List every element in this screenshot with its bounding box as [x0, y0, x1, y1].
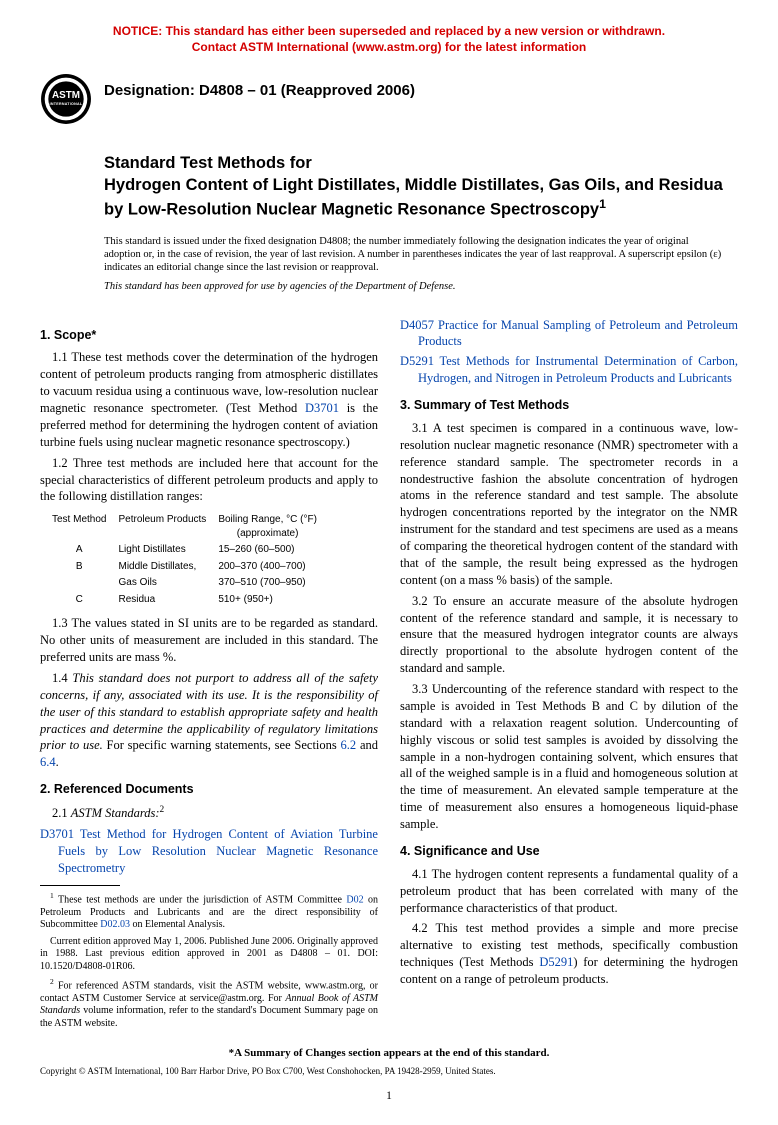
para-1-2: 1.2 Three test methods are included here…: [40, 455, 378, 506]
th-products: Petroleum Products: [118, 513, 216, 541]
link-d3701-inline[interactable]: D3701: [305, 401, 339, 415]
ref-d3701[interactable]: D3701 Test Method for Hydrogen Content o…: [40, 826, 378, 877]
title-pre: Standard Test Methods for: [104, 154, 312, 172]
designation: Designation: D4808 – 01 (Reapproved 2006…: [104, 81, 415, 101]
title-main: Hydrogen Content of Light Distillates, M…: [104, 176, 723, 219]
notice-line2: Contact ASTM International (www.astm.org…: [192, 40, 586, 54]
document-title: Standard Test Methods for Hydrogen Conte…: [104, 153, 738, 221]
astm-logo: ASTM INTERNATIONAL: [40, 73, 92, 125]
footnote-2: 2 For referenced ASTM standards, visit t…: [40, 977, 378, 1030]
table-row: C Residua 510+ (950+): [52, 593, 327, 608]
para-3-2: 3.2 To ensure an accurate measure of the…: [400, 593, 738, 677]
notice-banner: NOTICE: This standard has either been su…: [40, 24, 738, 55]
para-3-3: 3.3 Undercounting of the reference stand…: [400, 681, 738, 833]
para-1-4: 1.4 This standard does not purport to ad…: [40, 670, 378, 771]
section-4-head: 4. Significance and Use: [400, 843, 738, 860]
para-2-1: 2.1 ASTM Standards:2: [40, 804, 378, 822]
page-number: 1: [40, 1089, 738, 1105]
section-2-head: 2. Referenced Documents: [40, 781, 378, 798]
link-6-4[interactable]: 6.4: [40, 755, 56, 769]
title-footnote-mark: 1: [599, 197, 606, 211]
summary-of-changes-note: *A Summary of Changes section appears at…: [40, 1046, 738, 1061]
link-d02-03[interactable]: D02.03: [100, 919, 130, 930]
issuance-note: This standard is issued under the fixed …: [104, 235, 728, 274]
para-4-1: 4.1 The hydrogen content represents a fu…: [400, 866, 738, 917]
table-row: B Middle Distillates, 200–370 (400–700): [52, 560, 327, 575]
body-columns: 1. Scope* 1.1 These test methods cover t…: [40, 317, 738, 1031]
dod-approval: This standard has been approved for use …: [104, 280, 738, 294]
footnote-rule: [40, 885, 120, 886]
ref-d5291[interactable]: D5291 Test Methods for Instrumental Dete…: [400, 353, 738, 387]
th-range: Boiling Range, °C (°F) (approximate): [218, 513, 327, 541]
para-3-1: 3.1 A test specimen is compared in a con…: [400, 420, 738, 589]
th-method: Test Method: [52, 513, 116, 541]
table-row: Gas Oils 370–510 (700–950): [52, 576, 327, 591]
link-d02[interactable]: D02: [346, 894, 363, 905]
notice-line1: NOTICE: This standard has either been su…: [113, 24, 665, 38]
footnote-1b: Current edition approved May 1, 2006. Pu…: [40, 936, 378, 974]
para-1-3: 1.3 The values stated in SI units are to…: [40, 615, 378, 666]
copyright-line: Copyright © ASTM International, 100 Barr…: [40, 1065, 738, 1077]
section-1-head: 1. Scope*: [40, 327, 378, 344]
para-4-2: 4.2 This test method provides a simple a…: [400, 920, 738, 988]
header-row: ASTM INTERNATIONAL Designation: D4808 – …: [40, 73, 738, 125]
distillation-table: Test Method Petroleum Products Boiling R…: [50, 511, 329, 609]
link-d5291-inline[interactable]: D5291: [539, 955, 573, 969]
section-3-head: 3. Summary of Test Methods: [400, 397, 738, 414]
svg-text:INTERNATIONAL: INTERNATIONAL: [50, 102, 83, 106]
footnote-1: 1 These test methods are under the juris…: [40, 891, 378, 932]
ref-d4057[interactable]: D4057 Practice for Manual Sampling of Pe…: [400, 317, 738, 351]
para-1-1: 1.1 These test methods cover the determi…: [40, 349, 378, 450]
svg-text:ASTM: ASTM: [52, 90, 80, 101]
table-row: A Light Distillates 15–260 (60–500): [52, 543, 327, 558]
link-6-2[interactable]: 6.2: [341, 738, 357, 752]
